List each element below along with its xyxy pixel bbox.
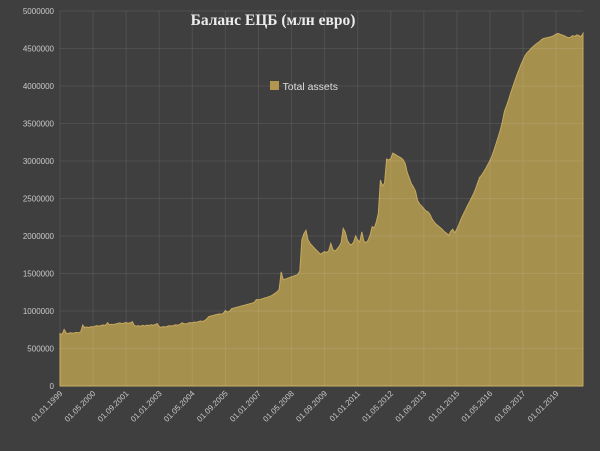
y-axis-tick-label: 500000 [27, 344, 54, 353]
total-assets-area-series [59, 31, 584, 387]
x-axis-tick-label: 01.05.2016 [460, 389, 495, 424]
x-axis-tick-label: 01.01.2007 [228, 389, 263, 424]
x-axis-tick-label: 01.05.2004 [162, 389, 197, 424]
y-axis-tick-label: 1500000 [23, 269, 55, 278]
x-axis-tick-label: 01.09.2005 [195, 389, 230, 424]
x-axis-tick-label: 01.01.2011 [328, 389, 363, 424]
y-axis-tick-label: 1000000 [23, 307, 55, 316]
x-axis-tick-label: 01.01.2019 [526, 389, 561, 424]
legend-label: Total assets [283, 81, 338, 93]
x-axis-tick-label: 01.01.2003 [129, 389, 164, 424]
y-axis-tick-label: 3500000 [23, 119, 55, 128]
x-axis-tick-label: 01.05.2012 [360, 389, 395, 424]
series-layer [59, 31, 584, 387]
y-axis-tick-label: 2500000 [23, 194, 55, 203]
x-axis-tick-label: 01.01.2015 [427, 389, 462, 424]
legend-swatch [270, 81, 279, 90]
y-axis-tick-label: 0 [50, 382, 55, 391]
y-axis-tick-label: 4500000 [23, 44, 55, 53]
y-axis-tick-label: 3000000 [23, 157, 55, 166]
x-axis-tick-label: 01.09.2017 [493, 389, 528, 424]
chart-title: Баланс ЕЦБ (млн евро) [191, 12, 356, 29]
x-axis-tick-label: 01.09.2013 [394, 389, 429, 424]
x-axis-tick-label: 01.05.2008 [261, 389, 296, 424]
y-axis-tick-label: 2000000 [23, 232, 55, 241]
x-axis-tick-label: 01.05.2000 [63, 389, 98, 424]
x-axis-tick-label: 01.09.2001 [96, 389, 131, 424]
legend: Total assets [270, 81, 338, 93]
x-axis-tick-label: 01.09.2009 [294, 389, 329, 424]
x-axis-tick-label: 01.01.1999 [30, 389, 65, 424]
y-axis-tick-label: 4000000 [23, 82, 55, 91]
y-axis-tick-label: 5000000 [23, 7, 55, 16]
grid-layer [59, 10, 583, 387]
